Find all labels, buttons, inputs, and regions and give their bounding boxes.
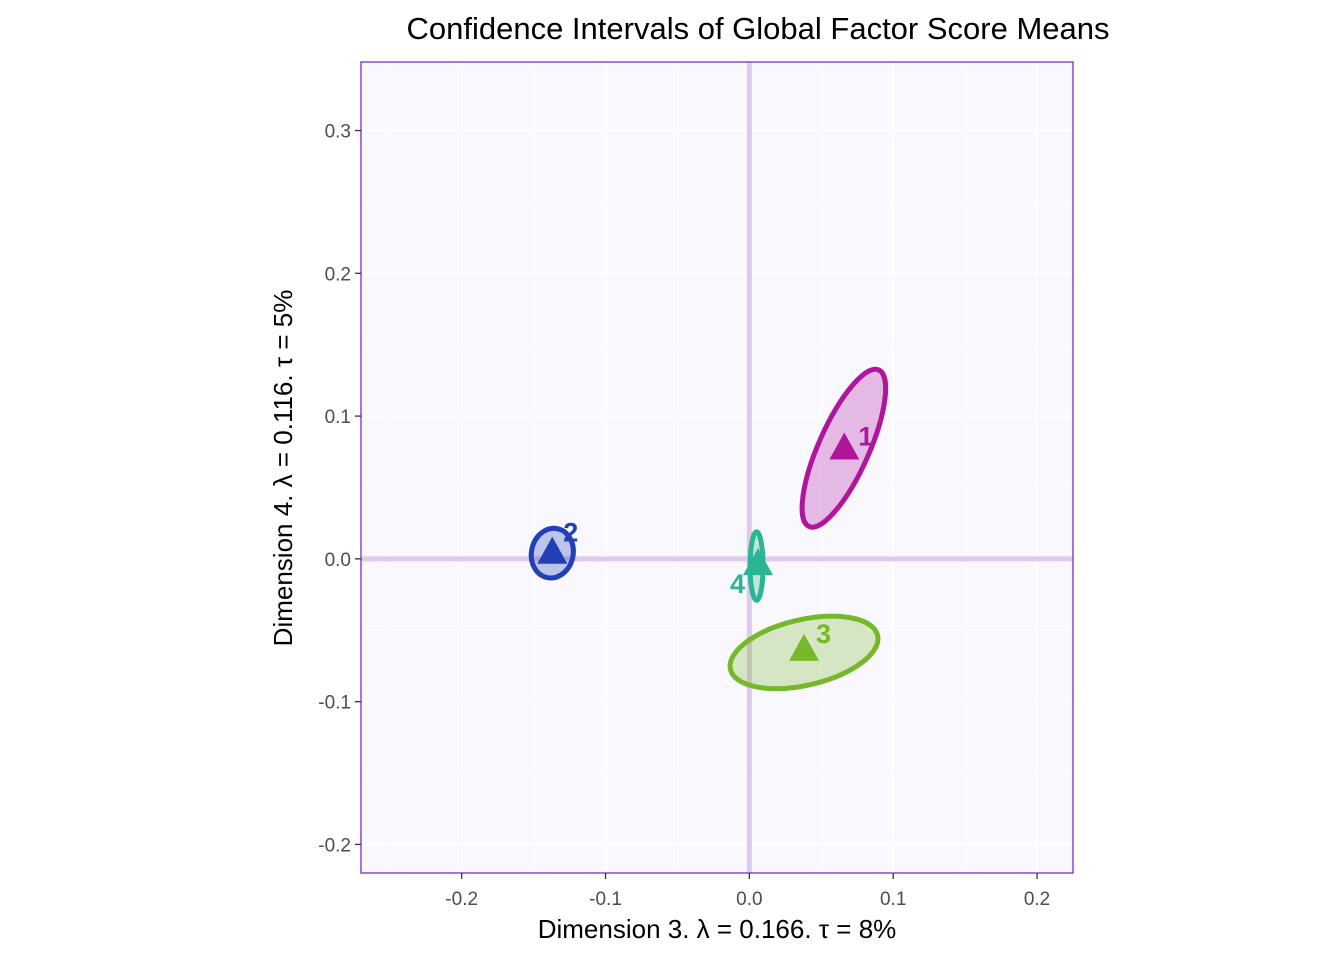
y-tick-label: 0.3 — [325, 122, 351, 143]
y-axis: -0.2 -0.1 0.0 0.1 0.2 0.3 — [318, 122, 361, 856]
y-tick-label: 0.2 — [325, 264, 351, 285]
y-tick-label: 0.0 — [325, 550, 351, 571]
point-labels: 1 2 3 4 — [563, 422, 873, 649]
y-tick-label: 0.1 — [325, 407, 351, 428]
mean-marker-3 — [789, 633, 820, 661]
mean-marker-2 — [537, 536, 568, 564]
panel-border — [360, 61, 1074, 874]
x-tick-label: 0.2 — [1024, 889, 1050, 910]
mean-markers — [537, 432, 860, 661]
x-tick-label: -0.2 — [445, 889, 478, 910]
origin-lines — [361, 62, 1073, 873]
x-axis: -0.2 -0.1 0.0 0.1 0.2 — [445, 873, 1050, 910]
point-label-4: 4 — [730, 569, 745, 599]
x-tick-label: 0.0 — [736, 889, 762, 910]
x-tick-label: -0.1 — [589, 889, 622, 910]
chart-title: Confidence Intervals of Global Factor Sc… — [406, 11, 1109, 46]
y-tick-label: -0.2 — [318, 835, 351, 856]
mean-marker-4 — [742, 548, 773, 576]
x-tick-label: 0.1 — [880, 889, 906, 910]
x-axis-label: Dimension 3. λ = 0.166. τ = 8% — [538, 914, 897, 944]
point-label-2: 2 — [563, 518, 578, 548]
plot-panel — [361, 62, 1073, 873]
grid-minor — [361, 62, 1073, 873]
point-label-3: 3 — [816, 619, 831, 649]
y-axis-label: Dimension 4. λ = 0.116. τ = 5% — [268, 290, 298, 647]
point-label-1: 1 — [858, 422, 873, 452]
mean-marker-1 — [829, 432, 860, 460]
y-tick-label: -0.1 — [318, 693, 351, 714]
